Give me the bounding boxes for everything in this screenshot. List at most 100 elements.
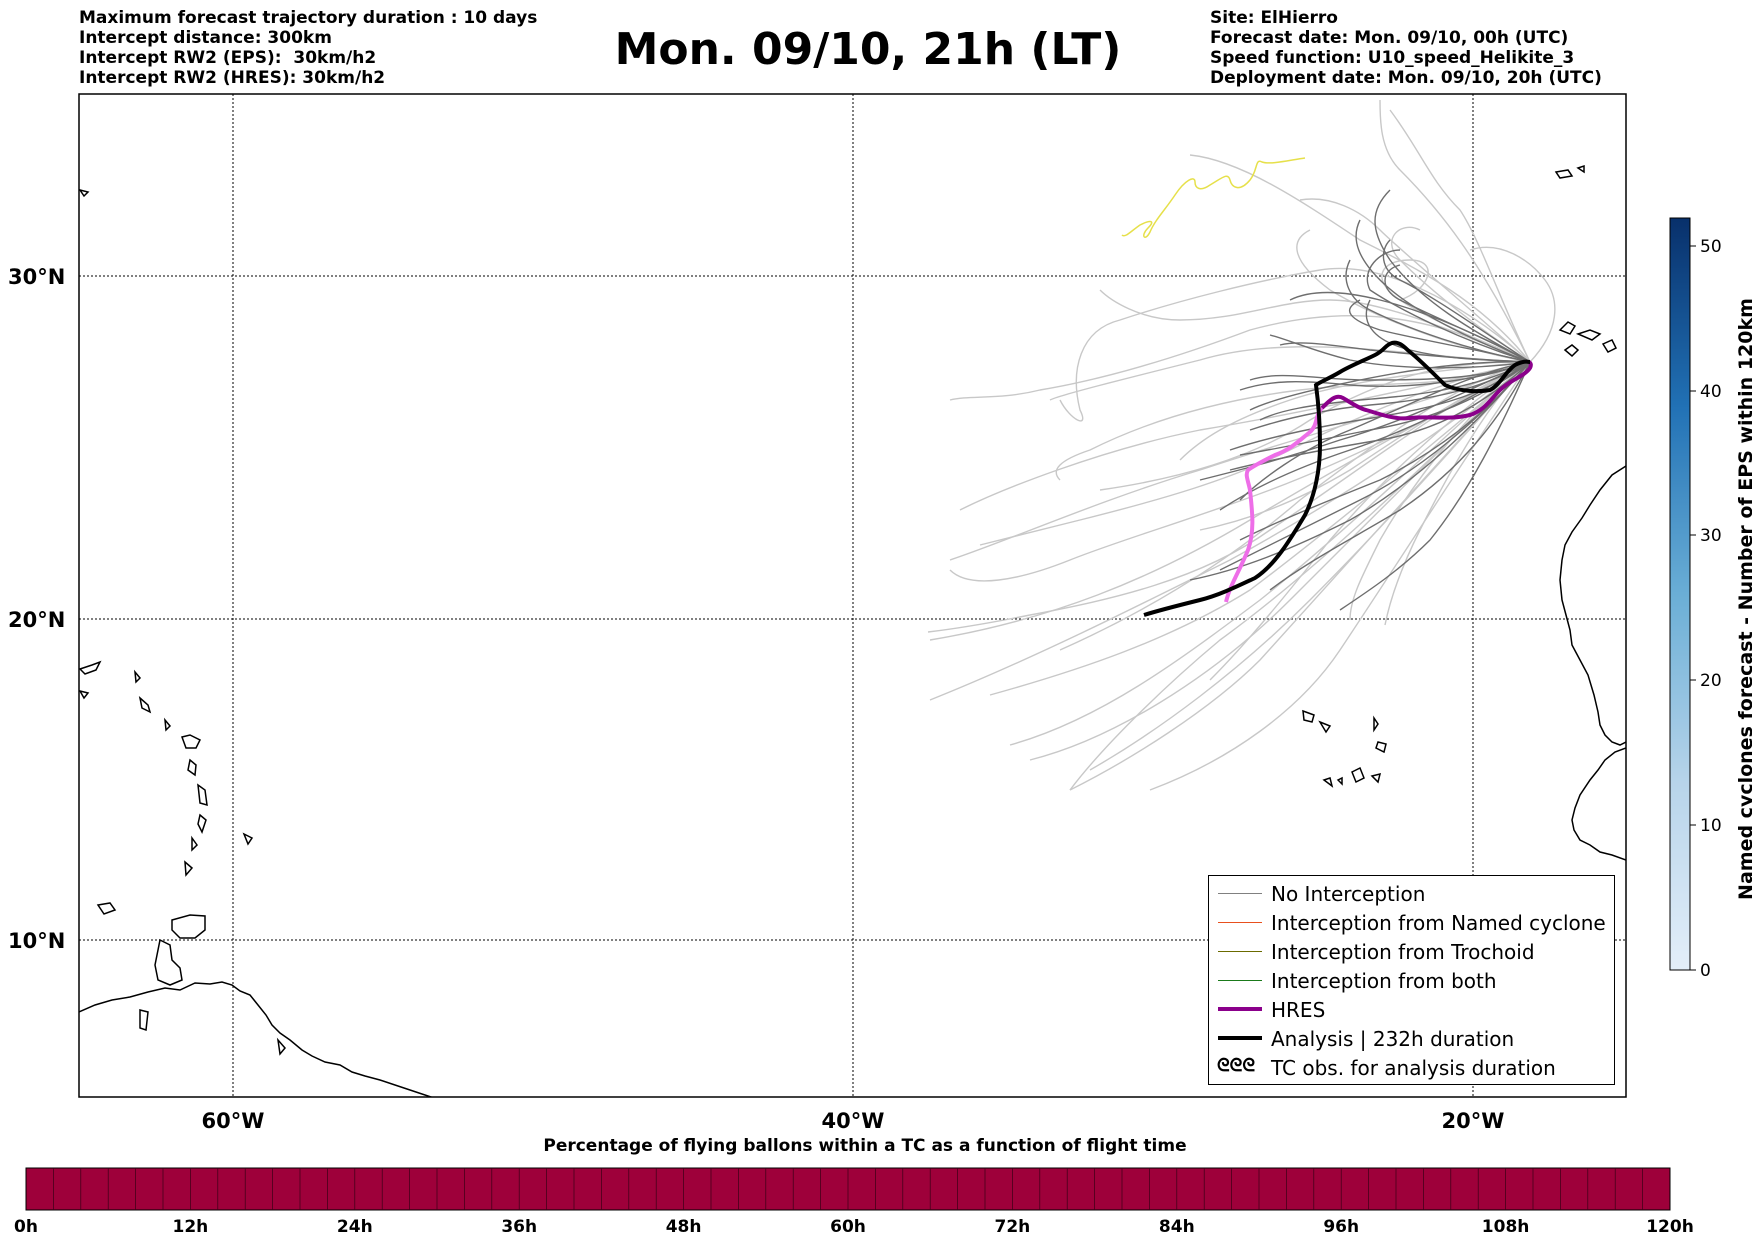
legend-line-named-cyclone [1218,922,1262,923]
coast-capeverde-8 [1370,772,1382,784]
lat-label-10n: 10°N [8,929,65,953]
intercept-hres-text: Intercept RW2 (HRES): 30km/h2 [79,68,386,88]
legend-line-trochoid [1218,951,1262,952]
coast-antilles-13 [79,188,90,198]
lat-label-30n: 30°N [8,265,65,289]
coast-antilles-1 [79,660,102,675]
coast-capeverde-3 [1373,715,1379,733]
intercept-distance-text: Intercept distance: 300km [79,28,332,48]
balloon-colorbar-tick-label: 72h [995,1217,1031,1237]
coast-antilles-3 [138,695,152,714]
legend-label: Interception from Trochoid [1271,940,1535,964]
balloon-colorbar-ticks [53,1168,1643,1210]
cyclone-colorbar-title: Named cyclones forecast - Number of EPS … [1735,298,1752,900]
map-legend: No Interception Interception from Named … [1208,875,1615,1085]
legend-item-hres: HRES [1209,995,1614,1024]
coast-canary-2 [1575,329,1602,341]
balloon-colorbar-labels: 0h 12h 24h 36h 48h 60h 72h 84h 96h 108h 120h [14,1217,1694,1237]
legend-line-no-interception [1218,893,1262,894]
tc-obs-icon: ᘓᘓᘓ [1217,1055,1256,1076]
legend-label: Interception from Named cyclone [1271,911,1606,935]
legend-label: HRES [1271,998,1326,1022]
coast-capeverde-7 [1336,776,1343,786]
coast-capeverde-5 [1351,766,1365,784]
coast-antilles-2 [134,669,142,684]
balloon-colorbar-tick-label: 108h [1482,1217,1530,1237]
legend-line-hres [1218,1007,1262,1011]
coast-antilles-9 [191,835,198,852]
lat-label-20n: 20°N [8,608,65,632]
cb-tick-40: 40 [1700,382,1722,402]
hres-track-light [1224,406,1324,603]
balloon-colorbar-tick-label: 0h [14,1217,38,1237]
legend-line-analysis [1218,1036,1262,1040]
legend-line-both [1218,980,1262,981]
cb-tick-0: 0 [1700,961,1711,981]
balloon-colorbar-tick-label: 36h [501,1217,537,1237]
balloon-colorbar-tick-label: 84h [1159,1217,1195,1237]
balloon-colorbar-tick-label: 96h [1323,1217,1359,1237]
header-info-left: Maximum forecast trajectory duration : 1… [79,8,537,88]
coast-antilles-12 [79,689,90,700]
coast-antilles-4 [164,717,172,732]
legend-label: Analysis | 232h duration [1271,1027,1515,1051]
header-info-right: Site: ElHierro Forecast date: Mon. 09/10… [1210,8,1602,88]
legend-item-trochoid: Interception from Trochoid [1209,937,1614,966]
balloon-colorbar-tick-label: 120h [1646,1217,1694,1237]
coast-antilles-8 [197,813,207,834]
coast-canary-1 [1558,321,1577,335]
coast-capeverde-6 [1322,777,1334,788]
balloon-colorbar-tick-label: 24h [337,1217,373,1237]
lon-label-40w: 40°W [822,1109,885,1133]
coast-island-1 [96,902,117,915]
speed-function-text: Speed function: U10_speed_Helikite_3 [1210,48,1575,68]
coast-capeverde-1 [1302,709,1315,723]
deployment-date-text: Deployment date: Mon. 09/10, 20h (UTC) [1210,68,1602,88]
legend-item-named-cyclone: Interception from Named cyclone [1209,908,1614,937]
intercept-eps-text: Intercept RW2 (EPS): 30km/h2 [79,48,377,68]
cyclone-colorbar [1669,217,1691,971]
coast-capeverde-4 [1375,741,1387,754]
legend-label: Interception from both [1271,969,1497,993]
cb-tick-20: 20 [1700,671,1722,691]
legend-item-analysis: Analysis | 232h duration [1209,1024,1614,1053]
coastlines [79,164,1626,1097]
legend-item-both: Interception from both [1209,966,1614,995]
cyclone-colorbar-ticks [1690,245,1696,971]
coast-trinidad [171,914,206,939]
coast-west-africa-south [1571,747,1626,861]
balloon-colorbar-tick-label: 12h [173,1217,209,1237]
coast-island-3 [276,1037,286,1056]
cb-tick-10: 10 [1700,816,1722,836]
lon-label-20w: 20°W [1442,1109,1505,1133]
legend-label: No Interception [1271,882,1426,906]
map-frame [78,93,1627,1098]
balloon-colorbar-title: Percentage of flying ballons within a TC… [543,1136,1187,1156]
lon-label-60w: 60°W [202,1109,265,1133]
coast-antilles-11 [242,832,254,846]
coast-west-africa [1559,465,1626,746]
legend-item-tc-obs: ᘓᘓᘓ TC obs. for analysis duration [1209,1053,1614,1082]
cb-tick-30: 30 [1700,526,1722,546]
site-text: Site: ElHierro [1210,8,1338,28]
max-duration-text: Maximum forecast trajectory duration : 1… [79,8,538,28]
coast-antilles-7 [197,783,208,807]
hres-track [1320,360,1533,421]
coast-venezuela-bay [154,938,183,986]
balloon-colorbar-tick-label: 48h [666,1217,702,1237]
coast-south-america [79,981,434,1097]
coast-capeverde-2 [1318,720,1332,734]
balloon-colorbar-tick-label: 60h [830,1217,866,1237]
coast-antilles-10 [184,860,194,877]
map-title: Mon. 09/10, 21h (LT) [614,24,1122,75]
cb-tick-50: 50 [1700,237,1722,257]
forecast-date-text: Forecast date: Mon. 09/10, 00h (UTC) [1210,28,1569,48]
eps-trajectories-dark [1189,189,1531,611]
legend-item-no-interception: No Interception [1209,879,1614,908]
coast-canary-4 [1601,339,1618,353]
coast-antilles-6 [187,758,197,777]
coast-canary-3 [1563,344,1580,358]
coast-madeira [1554,169,1574,179]
coast-madeira-2 [1576,164,1585,174]
legend-label: TC obs. for analysis duration [1271,1056,1556,1080]
